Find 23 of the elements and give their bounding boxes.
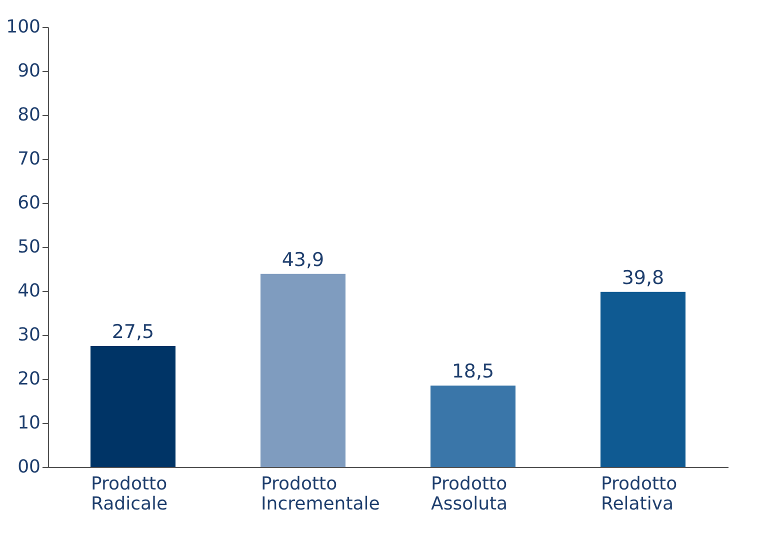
x-tick-label: Prodotto Radicale xyxy=(91,474,168,514)
bar xyxy=(260,274,346,467)
data-label: 43,9 xyxy=(282,248,324,271)
y-tick-label: 20 xyxy=(18,368,40,390)
x-tick-label: Prodotto Relativa xyxy=(601,474,678,514)
x-tick-label: Prodotto Incrementale xyxy=(261,474,380,514)
y-tick-label: 10 xyxy=(18,412,40,434)
bar xyxy=(600,292,686,467)
y-tick-label: 90 xyxy=(18,60,40,82)
y-tick-label: 00 xyxy=(18,456,40,478)
data-label: 18,5 xyxy=(452,360,494,383)
bar xyxy=(90,346,176,467)
y-tick-label: 100 xyxy=(6,16,40,38)
y-tick-label: 70 xyxy=(18,148,40,170)
y-tick-label: 50 xyxy=(18,236,40,258)
x-tick-label: Prodotto Assoluta xyxy=(431,474,508,514)
y-tick-label: 40 xyxy=(18,280,40,302)
data-label: 27,5 xyxy=(112,321,154,343)
bar xyxy=(430,386,516,467)
y-tick-label: 80 xyxy=(18,104,40,126)
y-tick-label: 30 xyxy=(18,324,40,346)
y-tick-label: 60 xyxy=(18,192,40,214)
data-label: 39,8 xyxy=(622,266,664,289)
